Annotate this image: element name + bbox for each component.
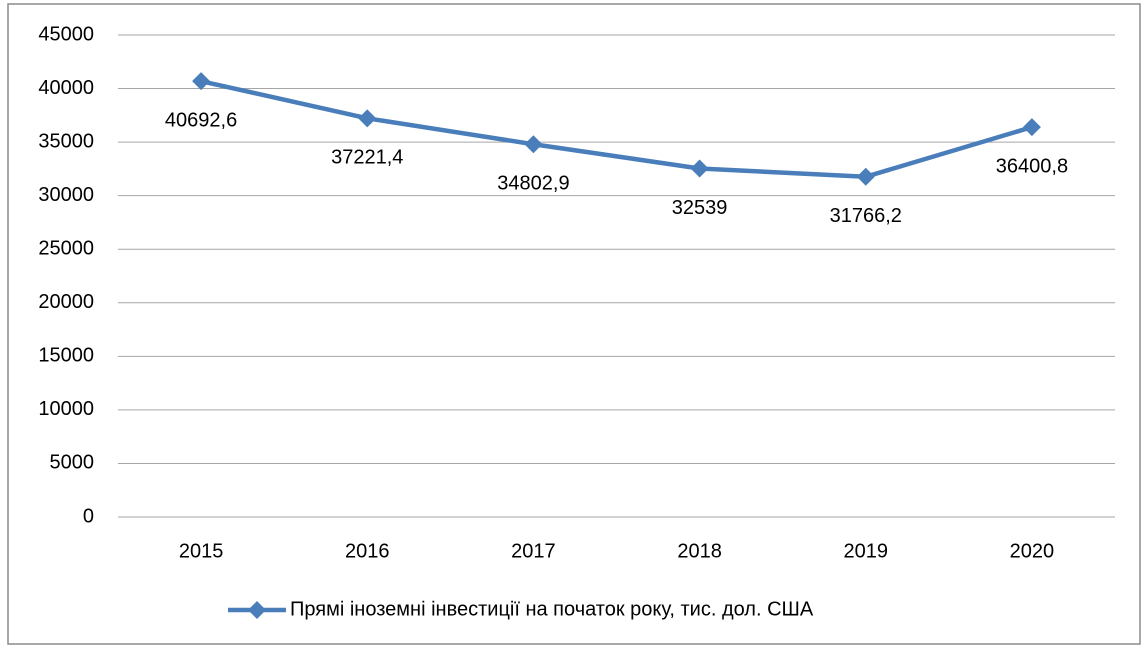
chart-frame — [7, 3, 1141, 645]
data-label: 31766,2 — [830, 205, 902, 227]
marker — [192, 72, 211, 91]
y-tick-label: 35000 — [38, 130, 94, 152]
data-label: 32539 — [672, 197, 728, 219]
marker — [524, 135, 543, 154]
x-tick-label: 2018 — [677, 540, 722, 562]
data-label: 37221,4 — [331, 147, 403, 169]
y-tick-label: 45000 — [38, 23, 94, 45]
x-tick-label: 2016 — [345, 540, 390, 562]
legend-label: Прямі іноземні інвестиції на початок рок… — [290, 598, 814, 620]
y-tick-label: 25000 — [38, 238, 94, 260]
data-label: 34802,9 — [497, 173, 569, 195]
x-tick-label: 2020 — [1010, 540, 1055, 562]
y-tick-label: 20000 — [38, 291, 94, 313]
marker — [856, 167, 875, 186]
y-tick-label: 40000 — [38, 77, 94, 99]
y-tick-label: 10000 — [38, 398, 94, 420]
y-tick-label: 30000 — [38, 184, 94, 206]
marker — [1022, 118, 1041, 137]
legend-marker — [248, 601, 266, 619]
data-label: 40692,6 — [165, 109, 237, 131]
line — [200, 78, 1033, 179]
marker — [690, 159, 709, 178]
y-tick-label: 5000 — [50, 452, 95, 474]
y-tick-label: 15000 — [38, 345, 94, 367]
x-tick-label: 2017 — [511, 540, 556, 562]
x-tick-label: 2015 — [179, 540, 224, 562]
marker — [358, 109, 377, 128]
y-tick-label: 0 — [83, 505, 94, 527]
x-tick-label: 2019 — [844, 540, 889, 562]
data-label: 36400,8 — [996, 155, 1068, 177]
